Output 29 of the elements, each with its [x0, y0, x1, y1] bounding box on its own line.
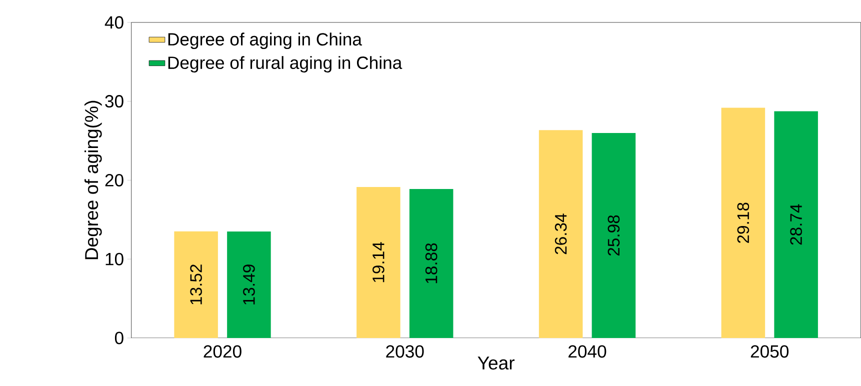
- x-tick-label: 2050: [750, 345, 789, 358]
- data-label: 13.49: [243, 264, 255, 304]
- bar: [774, 111, 818, 338]
- bar: [227, 232, 271, 338]
- y-tick-label: 10: [106, 252, 124, 266]
- bar: [538, 130, 583, 338]
- legend-label: Degree of rural aging in China: [168, 56, 402, 72]
- y-tick-label: 0: [114, 332, 124, 344]
- data-label: 19.14: [372, 242, 384, 282]
- x-tick-label: 2040: [568, 345, 606, 358]
- y-tick-label: 30: [105, 95, 124, 108]
- bar: [721, 108, 766, 338]
- x-tick-label: 2020: [204, 345, 242, 358]
- data-label: 26.34: [554, 214, 567, 254]
- data-label: 29.18: [737, 202, 750, 243]
- y-tick-label: 20: [105, 174, 124, 186]
- bar: [592, 132, 636, 338]
- bar: [174, 231, 218, 338]
- data-label: 13.52: [190, 264, 202, 304]
- data-label: 18.88: [425, 243, 438, 284]
- y-tick-label: 40: [104, 16, 124, 29]
- bar: [409, 188, 454, 338]
- x-axis-title: Year: [478, 356, 515, 370]
- legend-label: Degree of aging in China: [168, 32, 362, 50]
- y-axis-title: Degree of aging(%): [84, 100, 102, 260]
- x-tick-label: 2030: [386, 345, 424, 358]
- bar: [356, 186, 400, 338]
- data-label: 28.74: [790, 204, 802, 245]
- data-label: 25.98: [608, 215, 620, 256]
